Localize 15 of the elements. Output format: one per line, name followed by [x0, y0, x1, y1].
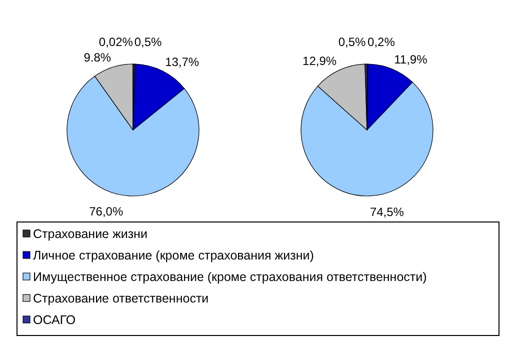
- data-label: 9.8%: [84, 50, 112, 65]
- data-label: 76,0%: [89, 204, 124, 218]
- data-label: 0,02%: [98, 35, 134, 49]
- data-label: 74,5%: [370, 204, 404, 219]
- legend-label: Имущественное страхование (кроме страхования ответственности): [33, 270, 427, 284]
- legend-label: ОСАГО: [33, 313, 76, 327]
- legend-label: Страхование жизни: [33, 227, 148, 241]
- data-label: 13,7%: [165, 54, 200, 69]
- data-label: 11,9%: [394, 52, 428, 67]
- legend-label: Страхование ответственности: [33, 292, 209, 306]
- data-label: 0,2%: [368, 35, 396, 49]
- data-label: 12,9%: [302, 54, 337, 68]
- legend-label: Личное страхование (кроме страхования жизни): [33, 248, 314, 262]
- data-label: 0,5%: [338, 35, 366, 50]
- data-label: 0,5%: [134, 35, 162, 50]
